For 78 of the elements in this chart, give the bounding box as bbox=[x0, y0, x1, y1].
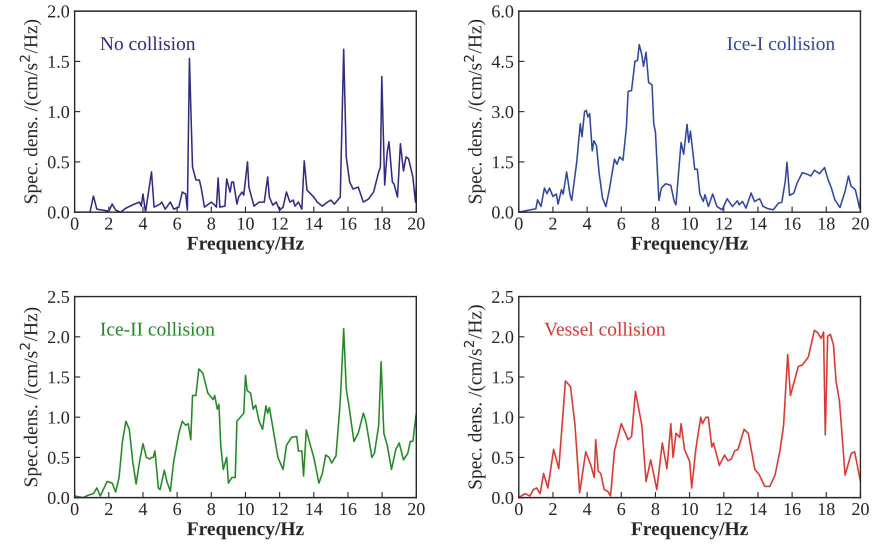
y-tick-label: 1.5 bbox=[492, 156, 514, 168]
x-axis-title: Frequency/Hz bbox=[187, 236, 304, 254]
x-tick-label: 18 bbox=[818, 218, 835, 230]
x-tick-label: 16 bbox=[340, 503, 356, 516]
y-tick-label: 1.0 bbox=[48, 411, 70, 424]
x-tick-label: 2 bbox=[549, 218, 556, 230]
x-tick-label: 18 bbox=[374, 218, 390, 230]
y-tick-label: 6.0 bbox=[492, 5, 514, 18]
y-tick-label: 2.5 bbox=[48, 290, 70, 304]
x-tick-label: 2 bbox=[105, 503, 112, 516]
x-tick-label: 16 bbox=[784, 218, 801, 230]
y-tick-label: 2.0 bbox=[48, 331, 70, 344]
x-tick-label: 14 bbox=[306, 218, 323, 230]
y-tick-label: 1.0 bbox=[48, 106, 70, 118]
y-tick-label: 0.0 bbox=[492, 492, 514, 504]
text: Vessel collision bbox=[544, 322, 666, 336]
x-tick-label: 2 bbox=[105, 218, 112, 230]
y-tick-label: 0.0 bbox=[492, 206, 514, 219]
x-axis-title: Frequency/Hz bbox=[631, 236, 748, 254]
y-axis-title: Spec. dens. /(cm/s$^{2}$/Hz) bbox=[20, 20, 42, 204]
text: Ice-I collision bbox=[727, 36, 835, 50]
x-tick-label: 20 bbox=[408, 503, 425, 516]
y-tick-label: 4.5 bbox=[492, 56, 514, 68]
x-tick-label: 0 bbox=[514, 218, 523, 230]
x-tick-label: 12 bbox=[272, 218, 288, 230]
x-tick-label: 6 bbox=[618, 503, 626, 516]
x-tick-label: 14 bbox=[750, 503, 767, 516]
x-tick-label: 6 bbox=[618, 218, 626, 230]
y-axis-title: Spec.dens. /(cm/s$^{2}$/Hz) bbox=[20, 308, 42, 486]
series-label: No collision bbox=[100, 36, 196, 50]
x-tick-label: 14 bbox=[306, 503, 323, 516]
y-tick-label: 1.5 bbox=[48, 371, 70, 384]
x-tick-label: 6 bbox=[173, 218, 182, 230]
x-tick-label: 4 bbox=[582, 503, 592, 516]
x-tick-label: 14 bbox=[750, 218, 767, 230]
y-axis-title: Spec. dens. /(cm/s$^{2}$/Hz) bbox=[464, 305, 486, 489]
x-tick-label: 10 bbox=[682, 218, 698, 230]
x-tick-label: 8 bbox=[207, 503, 216, 516]
x-axis-title: Frequency/Hz bbox=[187, 522, 304, 540]
x-tick-label: 4 bbox=[138, 503, 148, 516]
x-tick-label: 10 bbox=[682, 503, 698, 516]
x-tick-label: 18 bbox=[818, 503, 835, 516]
x-tick-label: 8 bbox=[207, 218, 216, 230]
x-tick-label: 16 bbox=[340, 218, 356, 230]
y-tick-label: 2.0 bbox=[48, 5, 70, 18]
x-tick-label: 4 bbox=[582, 218, 592, 230]
x-tick-label: 20 bbox=[408, 218, 425, 230]
x-tick-label: 6 bbox=[173, 503, 182, 516]
y-tick-label: 0.5 bbox=[48, 452, 70, 464]
x-tick-label: 10 bbox=[238, 503, 254, 516]
x-tick-label: 12 bbox=[716, 218, 732, 230]
x-axis-title: Frequency/Hz bbox=[631, 522, 748, 540]
x-tick-label: 18 bbox=[374, 503, 390, 516]
x-tick-label: 20 bbox=[852, 503, 869, 516]
series-label: Ice-II collision bbox=[100, 322, 215, 336]
x-tick-label: 12 bbox=[716, 503, 732, 516]
y-tick-label: 2.5 bbox=[492, 290, 514, 304]
y-tick-label: 0.0 bbox=[48, 206, 70, 219]
x-tick-label: 4 bbox=[138, 218, 148, 230]
x-tick-label: 8 bbox=[652, 503, 660, 516]
y-tick-label: 2.0 bbox=[492, 331, 514, 344]
x-tick-label: 0 bbox=[70, 218, 78, 230]
x-tick-label: 0 bbox=[70, 503, 78, 516]
y-tick-label: 1.5 bbox=[48, 56, 70, 68]
x-tick-label: 12 bbox=[272, 503, 288, 516]
x-tick-label: 0 bbox=[514, 503, 523, 516]
x-tick-label: 8 bbox=[652, 218, 660, 230]
y-tick-label: 1.0 bbox=[492, 411, 514, 424]
x-tick-label: 20 bbox=[852, 218, 869, 230]
x-tick-label: 10 bbox=[238, 218, 254, 230]
y-tick-label: 0.0 bbox=[48, 492, 70, 504]
x-tick-label: 2 bbox=[549, 503, 556, 516]
x-tick-label: 16 bbox=[784, 503, 801, 516]
y-tick-label: 1.5 bbox=[492, 371, 514, 384]
y-tick-label: 0.5 bbox=[492, 452, 514, 464]
y-axis-title: Spec. dens. /(cm/s$^{2}$/Hz) bbox=[464, 20, 486, 204]
y-tick-label: 0.5 bbox=[48, 156, 70, 168]
y-tick-label: 3.0 bbox=[492, 106, 514, 118]
